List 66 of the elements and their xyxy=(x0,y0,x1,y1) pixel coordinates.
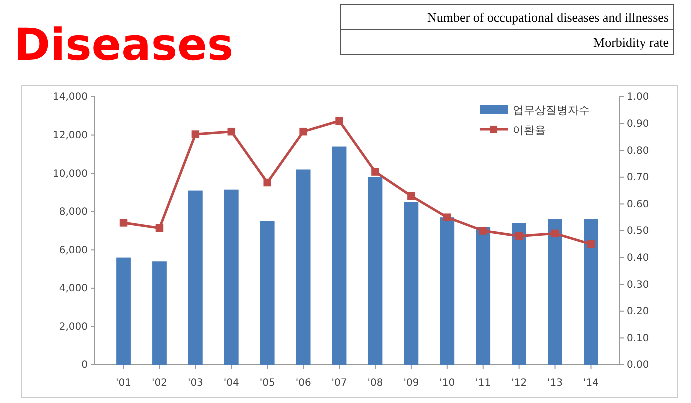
x-tick-label: '03 xyxy=(188,378,204,389)
point xyxy=(587,240,596,248)
y-tick-label: 0 xyxy=(82,360,88,372)
point xyxy=(515,232,524,240)
text: Morbidity rate xyxy=(594,35,670,50)
y2-tick-label: 1.00 xyxy=(627,92,650,104)
bar xyxy=(260,221,275,365)
y2-tick-label: 0.30 xyxy=(627,280,650,291)
bar xyxy=(296,170,311,365)
y-tick-label: 10,000 xyxy=(53,168,88,180)
x-tick-label: '02 xyxy=(152,378,168,389)
y2-tick-label: 0.90 xyxy=(627,119,650,130)
x-tick-label: '05 xyxy=(260,378,276,389)
point xyxy=(120,219,128,227)
point xyxy=(264,178,272,187)
y-tick-label: 14,000 xyxy=(53,92,88,104)
x-tick-label: '08 xyxy=(368,378,384,389)
bar xyxy=(548,220,562,365)
bar xyxy=(404,202,419,365)
bar xyxy=(224,190,239,365)
chart-title: Diseases xyxy=(14,20,234,71)
text: Number of occupational diseases and illnesses xyxy=(427,10,669,25)
point xyxy=(551,230,560,238)
x-tick-label: '14 xyxy=(583,378,599,389)
bar xyxy=(512,223,527,365)
x-tick-label: '01 xyxy=(116,378,132,389)
point xyxy=(192,130,200,138)
bar xyxy=(116,258,131,365)
point xyxy=(479,227,488,235)
y-tick-label: 8,000 xyxy=(59,207,88,218)
y-tick-label: 2,000 xyxy=(59,322,88,333)
bar xyxy=(188,190,203,365)
bar xyxy=(584,220,598,365)
bar xyxy=(440,218,455,365)
x-tick-label: '11 xyxy=(476,378,492,389)
legend-label: 업무상질병자수 xyxy=(513,104,590,117)
bar xyxy=(332,146,347,365)
x-tick-label: '09 xyxy=(404,378,420,389)
y2-tick-label: 0.10 xyxy=(627,333,650,344)
point xyxy=(372,168,380,176)
bar xyxy=(368,177,383,365)
point xyxy=(300,128,308,136)
y2-tick-label: 0.70 xyxy=(627,172,650,184)
x-tick-label: '13 xyxy=(548,378,564,389)
y-tick-label: 12,000 xyxy=(53,130,88,142)
y2-tick-label: 0.40 xyxy=(627,253,650,264)
y2-tick-label: 0.20 xyxy=(627,306,650,318)
y2-tick-label: 0.00 xyxy=(627,360,650,372)
point xyxy=(444,214,452,222)
point xyxy=(336,117,344,125)
point xyxy=(228,128,236,136)
x-tick-label: '07 xyxy=(332,378,348,389)
legend-label: 이환율 xyxy=(513,124,546,137)
x-tick-label: '06 xyxy=(296,378,312,389)
bar xyxy=(152,262,167,365)
y2-tick-label: 0.50 xyxy=(627,226,650,238)
point xyxy=(408,192,416,200)
y-tick-label: 6,000 xyxy=(59,245,88,256)
x-tick-label: '10 xyxy=(440,378,456,389)
x-tick-label: '12 xyxy=(512,378,528,389)
y2-tick-label: 0.60 xyxy=(627,199,650,210)
y2-tick-label: 0.80 xyxy=(627,146,650,157)
bar xyxy=(476,227,491,365)
x-tick-label: '04 xyxy=(224,378,240,389)
point xyxy=(156,224,164,232)
y-tick-label: 4,000 xyxy=(59,284,88,295)
